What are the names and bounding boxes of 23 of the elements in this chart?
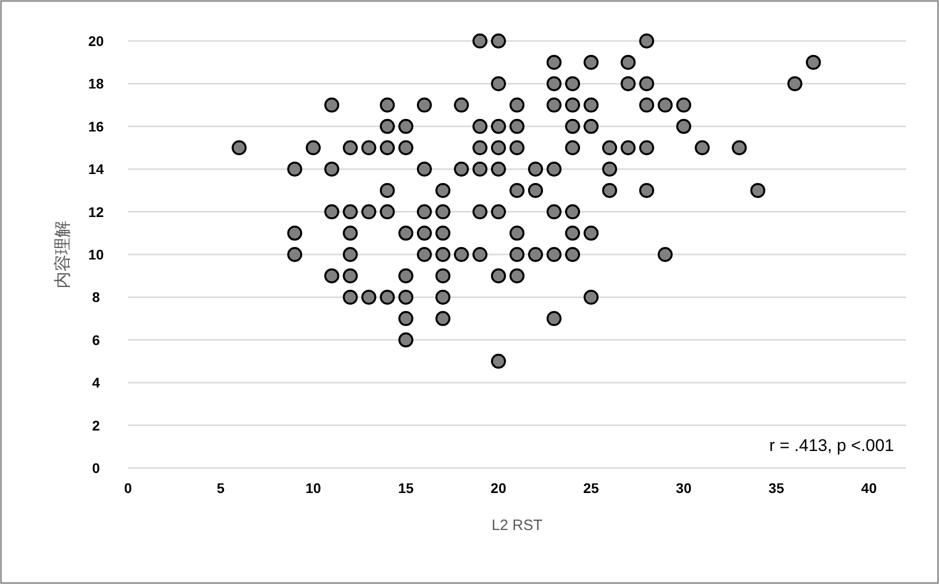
x-tick-label: 40 [861,480,877,496]
y-tick-label: 0 [92,460,100,476]
x-tick-label: 30 [676,480,692,496]
y-tick-label: 10 [88,246,104,262]
y-tick-label: 4 [92,374,100,391]
y-axis-title: 内容理解 [53,220,72,288]
x-tick-label: 0 [124,480,132,496]
x-tick-label: 35 [768,480,784,496]
y-tick-label: 8 [92,289,100,306]
annotation: r = .413, p <.001 [769,436,894,455]
x-tick-label: 20 [490,480,506,496]
x-tick-label: 25 [583,480,600,496]
x-tick-label: 15 [398,480,414,496]
y-tick-label: 2 [92,417,100,434]
y-tick-label: 18 [88,76,104,92]
y-tick-label: 6 [92,332,100,348]
x-tick-label: 10 [305,480,322,496]
y-tick-label: 16 [88,118,104,134]
y-tick-label: 14 [88,161,104,178]
x-tick-label: 5 [216,480,225,496]
y-tick-label: 20 [88,33,104,49]
y-tick-label: 12 [88,204,104,220]
x-axis-title: L2 RST [492,517,542,534]
